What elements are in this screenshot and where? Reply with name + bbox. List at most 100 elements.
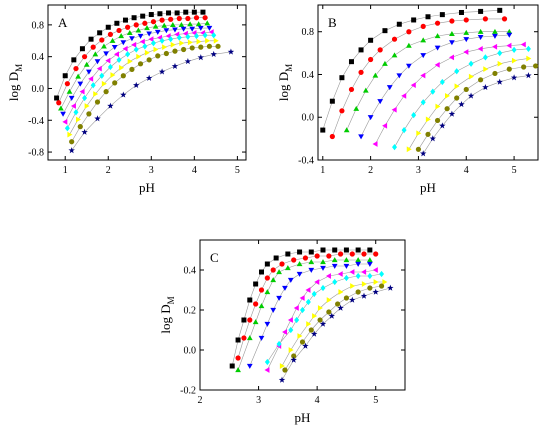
panel-a-series-5-point — [174, 31, 180, 38]
panel-a-series-1-point — [54, 95, 60, 101]
panel-b-axes-frame — [317, 4, 539, 161]
panel-a-series-7-point — [93, 91, 99, 97]
panel-c-series-8-point — [335, 301, 341, 307]
panel-a-series-1-point — [105, 24, 111, 30]
chart-panel-c: 2 3 4 5 -0.2 0.0 0.2 0.4 pH log DM C — [158, 239, 406, 425]
panel-c-series-3-point — [276, 269, 282, 275]
panel-c-series-3-point — [308, 259, 315, 265]
panel-c-letter: C — [210, 250, 219, 265]
panel-a-series-1-point — [157, 11, 163, 17]
panel-b-series-2-point — [358, 69, 364, 75]
panel-a-series-3-point — [83, 61, 90, 67]
panel-c-series-6-point — [276, 340, 282, 348]
panel-b-series-5-point — [506, 42, 512, 49]
panel-a-series-2-point — [90, 44, 96, 50]
panel-a-series-9-point — [133, 81, 140, 89]
panel-c-series-2-point — [314, 253, 320, 259]
panel-c-fit-curve-2 — [237, 253, 376, 359]
panel-c-series-6-point — [294, 316, 300, 324]
panel-a-series-2-point — [133, 22, 139, 28]
panel-a-series-1-point — [114, 20, 120, 26]
panel-a-series-8-point — [77, 124, 83, 130]
panel-c-series-9-point — [349, 296, 356, 303]
panel-c-series-2-point — [373, 251, 379, 257]
panel-c-series-3-point — [320, 259, 326, 265]
panel-b-series-3-point — [382, 60, 388, 66]
panel-b-fit-curve-5 — [375, 44, 524, 145]
panel-a-series-8-point — [155, 53, 161, 59]
panel-b-series-3-point — [420, 37, 427, 43]
panel-b-x-axis-label: pH — [420, 180, 436, 195]
panel-c-series-4-point — [331, 263, 338, 269]
panel-b-series-5-point — [401, 92, 407, 99]
panel-c-series-8-point — [343, 295, 350, 301]
panel-b-series-9-point — [429, 135, 436, 142]
panel-a-series-6-point — [159, 37, 165, 44]
panel-a-series-6-point — [142, 43, 148, 50]
panel-c-series-8-point — [317, 317, 323, 323]
panel-b-series-2-point — [420, 23, 426, 29]
panel-c-series-5-point — [293, 305, 299, 311]
panel-a-series-3-point — [169, 21, 176, 27]
panel-c-series-6-point — [288, 326, 294, 334]
panel-c-series-1-point — [343, 247, 349, 253]
panel-b-series-4-point — [463, 37, 470, 43]
panel-a-series-4-point — [197, 25, 204, 31]
panel-a-series-3-point — [161, 22, 168, 28]
panel-c-series-9-point — [328, 312, 335, 319]
panel-b-fit-curve-9 — [422, 75, 529, 154]
panel-c-series-6-point — [379, 270, 385, 278]
panel-c-series-9-point — [337, 304, 344, 311]
panel-a-letter: A — [58, 15, 68, 30]
panel-a-series-6-point — [64, 125, 70, 132]
panel-c-series-5-point — [287, 317, 293, 323]
panel-c-series-5-point — [282, 329, 288, 335]
panel-b-series-6-point — [525, 45, 531, 52]
panel-c-x-tick-label: 2 — [198, 395, 203, 406]
panel-b-series-4-point — [449, 40, 455, 46]
panel-b-series-2-point — [501, 16, 508, 22]
panel-b-series-3-point — [492, 28, 498, 34]
panel-c-series-4-point — [264, 321, 271, 327]
chart-panel-b: 1 2 3 4 5 -0.4 0.0 0.4 0.8 pH log DM B — [276, 4, 539, 195]
panel-a-series-9-point — [120, 91, 127, 98]
panel-a-series-8-point — [163, 50, 169, 57]
panel-a-series-8-point — [189, 45, 195, 51]
panel-a-series-2-point — [193, 15, 200, 21]
panel-b-series-2-point — [406, 29, 412, 35]
panel-a-series-5-point — [191, 29, 197, 36]
panel-a-series-5-point — [208, 29, 214, 35]
panel-c-y-axis-label: log DM — [158, 296, 176, 333]
panel-c-series-9-point — [278, 376, 286, 383]
panel-a-x-tick-label: 3 — [149, 165, 154, 176]
panel-b-fit-curve-3 — [346, 31, 510, 131]
panel-c-series-1-point — [264, 261, 270, 267]
panel-b-series-3-point — [449, 30, 455, 36]
panel-c-x-axis-label: pH — [295, 410, 311, 425]
panel-a-series-4-point — [86, 69, 92, 75]
panel-b-y-tick-label: 0.0 — [302, 113, 315, 124]
panel-b-series-7-point — [483, 66, 489, 73]
panel-a-series-4-point — [189, 26, 196, 32]
panel-c-series-6-point — [367, 272, 373, 280]
panel-c-series-1-point — [367, 247, 373, 253]
panel-c-series-3-point — [296, 261, 303, 267]
panel-a-series-3-point — [178, 21, 185, 27]
panel-a-series-4-point — [111, 45, 118, 51]
panel-a-series-1-point — [140, 13, 146, 19]
panel-a-series-4-point — [146, 31, 153, 37]
panel-b-series-4-point — [396, 73, 403, 79]
panel-c-series-6-point — [264, 358, 270, 366]
panel-a-series-3-point — [144, 25, 150, 31]
panel-a-series-8-point — [94, 99, 101, 105]
panel-b-series-3-point — [477, 28, 484, 34]
panel-c-series-1-point — [285, 251, 291, 257]
panel-c-series-5-point — [299, 295, 305, 301]
panel-a-series-6-point — [168, 36, 174, 43]
panel-c-fit-curve-4 — [249, 263, 370, 367]
panel-b-series-2-point — [348, 86, 355, 93]
panel-a-series-5-point — [62, 118, 68, 125]
panel-c-x-tick-label: 3 — [256, 395, 261, 406]
panel-a-series-2-point — [159, 17, 165, 23]
panel-c-fit-curve-7 — [281, 281, 385, 367]
